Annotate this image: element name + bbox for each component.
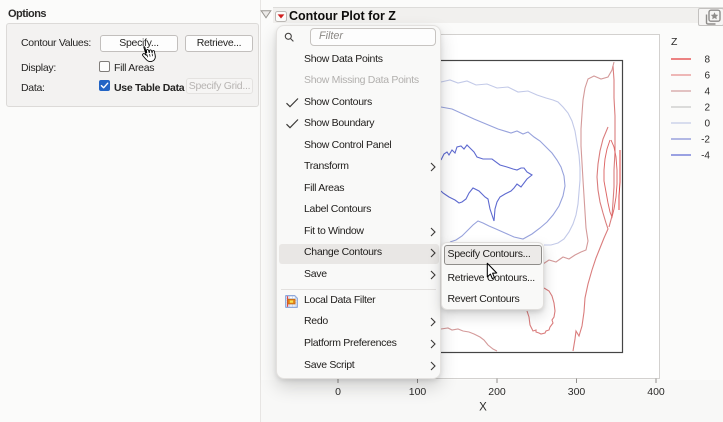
svg-text:4: 4 [704,87,710,98]
svg-text:-2: -2 [701,135,710,146]
svg-text:-4: -4 [701,151,710,162]
svg-text:6: 6 [704,71,710,82]
svg-text:X: X [479,402,487,414]
svg-text:2: 2 [704,103,710,114]
svg-text:Z: Z [671,36,678,48]
svg-text:8: 8 [704,55,710,66]
svg-text:400: 400 [647,386,665,398]
svg-text:100: 100 [409,386,427,398]
svg-text:200: 200 [488,386,506,398]
svg-text:0: 0 [704,119,710,130]
svg-text:300: 300 [568,386,586,398]
svg-text:0: 0 [335,386,341,398]
